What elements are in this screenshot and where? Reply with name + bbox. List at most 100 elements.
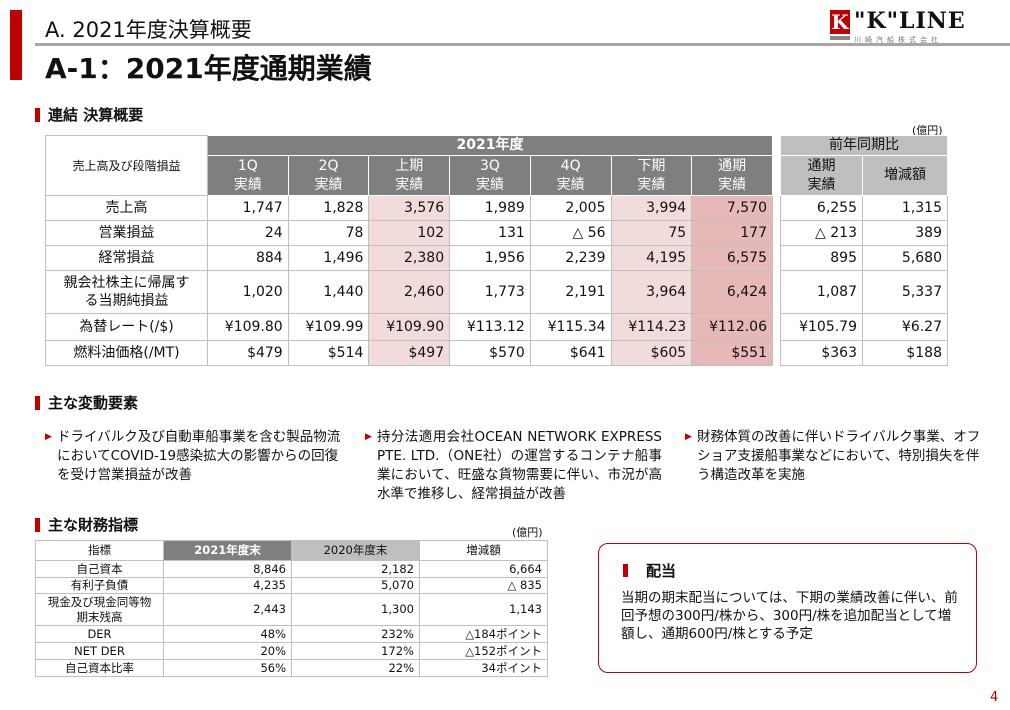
cell-value: 2,182 [291, 560, 420, 578]
column-header: 4Q 実績 [529, 155, 612, 196]
cell-value: 102 [368, 220, 451, 246]
column-header: 上期 実績 [368, 155, 451, 196]
cell-value: △184ポイント [419, 625, 548, 643]
cell-value: ¥6.27 [862, 313, 948, 341]
cell-value: 34ポイント [419, 659, 548, 677]
cell-value: 1,020 [207, 270, 289, 314]
cell-value: 2,005 [529, 195, 612, 221]
prev-header: 前年同期比 [780, 135, 948, 156]
cell-value: $551 [691, 340, 773, 366]
company-logo: K "K"LINE 川崎汽船株式会社 [830, 8, 966, 44]
table-row: 売上高 1,747 1,828 3,576 1,989 2,005 3,994 7,570 [45, 195, 773, 221]
cell-value: 1,747 [207, 195, 289, 221]
cell-value: 6,575 [691, 245, 773, 271]
cell-value: 884 [207, 245, 289, 271]
column-header: 通期 実績 [691, 155, 773, 196]
cell-value: 6,255 [780, 195, 863, 221]
cell-value: 1,440 [287, 270, 370, 314]
cell-value: ¥109.99 [287, 313, 370, 341]
table-row: 895 5,680 [780, 245, 948, 271]
cell-value: 1,828 [287, 195, 370, 221]
cell-value: 1,315 [862, 195, 948, 221]
dividend-text: 当期の期末配当については、下期の業績改善に伴い、前回予想の300円/株から、30… [621, 590, 958, 642]
cell-value: 20% [163, 642, 292, 660]
cell-value: 8,846 [163, 560, 292, 578]
summary-table: 売上高及び段階損益 2021年度 1Q 実績 2Q 実績 上期 実績 3Q 実績 4Q 実績 下期 実績通… [45, 135, 773, 366]
cell-value: ¥109.90 [368, 313, 451, 341]
column-header: 増減額 [862, 155, 948, 196]
cell-value: 2,191 [529, 270, 612, 314]
table-row: $363 $188 [780, 340, 948, 366]
table-row: 営業損益 24 78 102 131 △ 56 75 177 [45, 220, 773, 246]
table-row: ¥105.79 ¥6.27 [780, 313, 948, 341]
dividend-box: 配当 当期の期末配当については、下期の業績改善に伴い、前回予想の300円/株から… [598, 543, 977, 673]
cell-value: 172% [291, 642, 420, 660]
table-row: 現金及び現金同等物期末残高 2,443 1,300 1,143 [35, 593, 548, 626]
cell-value: 177 [691, 220, 773, 246]
column-header: 1Q 実績 [207, 155, 289, 196]
row-label: 親会社株主に帰属する当期純損益 [45, 270, 208, 314]
cell-value: 2,380 [368, 245, 451, 271]
cell-value: 56% [163, 659, 292, 677]
cell-value: $605 [610, 340, 693, 366]
bullet-icon: ▶ [685, 432, 692, 442]
cell-value: ¥109.80 [207, 313, 289, 341]
cell-value: $570 [449, 340, 531, 366]
row-label: 営業損益 [45, 220, 208, 246]
row-label: 自己資本 [35, 560, 164, 578]
page-title: A-1：2021年度通期業績 [45, 52, 372, 85]
row-label: 有利子負債 [35, 577, 164, 594]
cell-value: 6,664 [419, 560, 548, 578]
column-header: 下期 実績 [610, 155, 693, 196]
cell-value: $497 [368, 340, 451, 366]
cell-value: △ 213 [780, 220, 863, 246]
accent-bar [10, 10, 22, 80]
cell-value: 131 [449, 220, 531, 246]
cell-value: ¥115.34 [529, 313, 612, 341]
cell-value: ¥114.23 [610, 313, 693, 341]
cell-value: 7,570 [691, 195, 773, 221]
bullet-icon: ▶ [365, 432, 372, 442]
cell-value: 895 [780, 245, 863, 271]
column-header: 2Q 実績 [287, 155, 370, 196]
cell-value: 1,300 [291, 593, 420, 626]
bullet-icon: ▶ [45, 432, 52, 442]
cell-value: $514 [287, 340, 370, 366]
prev-year-table: 前年同期比 通期 実績 増減額 6,255 1,315 △ 213 389 895 5,680 1,… [780, 135, 948, 366]
cell-value: 3,994 [610, 195, 693, 221]
row-label: 現金及び現金同等物期末残高 [35, 593, 164, 626]
cell-value: ¥112.06 [691, 313, 773, 341]
row-label: 燃料油価格(/MT) [45, 340, 208, 366]
cell-value: 2,460 [368, 270, 451, 314]
cell-value: 389 [862, 220, 948, 246]
row-label: 売上高 [45, 195, 208, 221]
cell-value: 1,143 [419, 593, 548, 626]
row-label: DER [35, 625, 164, 643]
cell-value: 3,576 [368, 195, 451, 221]
cell-value: 4,195 [610, 245, 693, 271]
cell-value: 1,956 [449, 245, 531, 271]
cell-value: △ 835 [419, 577, 548, 594]
cell-value: $641 [529, 340, 612, 366]
table-row: 親会社株主に帰属する当期純損益 1,020 1,440 2,460 1,773 2,191… [45, 270, 773, 314]
cell-value: 1,087 [780, 270, 863, 314]
cell-value: 2,239 [529, 245, 612, 271]
cell-value: 232% [291, 625, 420, 643]
cell-value: △ 56 [529, 220, 612, 246]
table-row: 自己資本 8,846 2,182 6,664 [35, 560, 548, 578]
cell-value: ¥105.79 [780, 313, 863, 341]
cell-value: 78 [287, 220, 370, 246]
summary-unit: (億円) [912, 124, 943, 137]
cell-value: 6,424 [691, 270, 773, 314]
factors-heading: 主な変動要素 [35, 392, 138, 413]
table-row: 燃料油価格(/MT) $479 $514 $497 $570 $641 $605 $551 [45, 340, 773, 366]
factor-item: ▶ ドライバルク及び自動車船事業を含む製品物流においてCOVID-19感染拡大の影… [45, 429, 341, 483]
table-row: DER 48% 232% △184ポイント [35, 625, 548, 643]
header-divider [35, 43, 1010, 46]
row-label: NET DER [35, 642, 164, 660]
summary-heading: 連結 決算概要 [35, 104, 143, 125]
indicators-heading: 主な財務指標 [35, 514, 138, 535]
cell-value: △152ポイント [419, 642, 548, 660]
cell-value: 3,964 [610, 270, 693, 314]
table-row: 為替レート(/$) ¥109.80 ¥109.99 ¥109.90 ¥113.12 ¥11… [45, 313, 773, 341]
